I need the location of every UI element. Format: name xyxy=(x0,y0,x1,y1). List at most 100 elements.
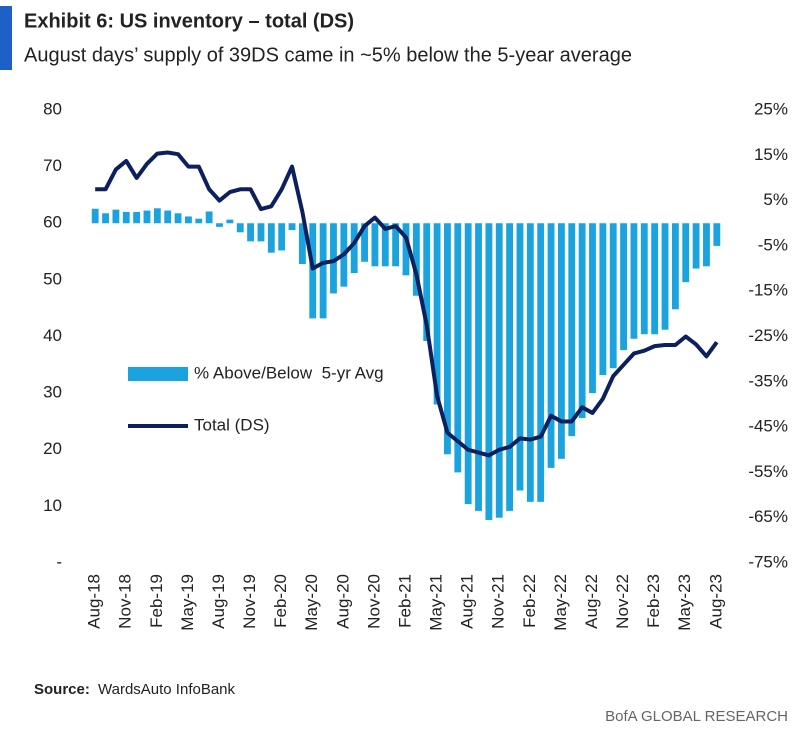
y2-tick-label: -75% xyxy=(748,552,788,571)
y2-tick-label: 15% xyxy=(754,145,788,164)
bar xyxy=(164,210,172,224)
legend-swatch xyxy=(128,367,188,381)
bar xyxy=(361,223,368,262)
x-tick-label: Nov-22 xyxy=(613,574,632,629)
bar xyxy=(547,223,555,468)
bar xyxy=(495,223,503,518)
bar xyxy=(651,223,659,335)
bar xyxy=(578,223,586,419)
bar xyxy=(350,223,358,274)
bar xyxy=(267,223,275,253)
bar xyxy=(257,223,265,242)
y2-tick-label: -65% xyxy=(748,507,788,526)
bar xyxy=(174,213,182,224)
bar xyxy=(236,223,244,233)
bar xyxy=(102,213,109,224)
x-tick-label: Aug-19 xyxy=(209,574,228,629)
bar xyxy=(703,223,710,267)
y-tick-label: 10 xyxy=(43,496,62,515)
bar xyxy=(133,211,141,224)
y-tick-label: 60 xyxy=(43,213,62,232)
x-tick-label: May-22 xyxy=(551,574,570,631)
credit: BofA GLOBAL RESEARCH xyxy=(605,708,788,725)
bar xyxy=(247,223,255,242)
x-tick-label: Feb-23 xyxy=(644,574,663,628)
bar xyxy=(433,223,441,405)
bar xyxy=(454,223,462,473)
bar xyxy=(526,223,534,502)
y-tick-label: 30 xyxy=(43,383,62,402)
line xyxy=(95,150,719,458)
bar xyxy=(143,210,151,224)
y-tick-label: 40 xyxy=(43,326,62,345)
bar xyxy=(226,219,234,224)
bar xyxy=(423,223,431,342)
bar xyxy=(692,223,700,269)
bar xyxy=(216,223,223,227)
y2-tick-label: 5% xyxy=(763,190,788,209)
x-tick-label: Aug-20 xyxy=(333,574,352,629)
x-tick-label: Nov-18 xyxy=(116,574,135,629)
x-tick-label: Nov-20 xyxy=(364,574,383,629)
bar xyxy=(371,223,379,267)
bar xyxy=(464,223,472,505)
bar xyxy=(671,223,679,310)
x-tick-label: May-23 xyxy=(675,574,694,631)
x-tick-label: Feb-20 xyxy=(271,574,290,628)
bar xyxy=(682,223,690,283)
bar xyxy=(278,223,286,251)
x-tick-label: Feb-19 xyxy=(147,574,166,628)
bar xyxy=(516,223,524,491)
bar xyxy=(620,223,627,351)
x-tick-label: May-20 xyxy=(302,574,321,631)
x-tick-label: Feb-21 xyxy=(395,574,414,628)
legend-label: % Above/Below 5-yr Avg xyxy=(194,363,384,382)
bar xyxy=(122,211,130,224)
bar xyxy=(288,223,296,231)
bar xyxy=(392,223,400,267)
x-tick-label: Aug-18 xyxy=(85,574,104,629)
bar xyxy=(412,223,420,296)
bar xyxy=(205,211,213,224)
bar xyxy=(537,223,545,502)
bar xyxy=(599,223,607,376)
bar xyxy=(444,223,451,455)
bar xyxy=(112,209,120,224)
bar xyxy=(298,223,306,265)
bar xyxy=(402,223,410,276)
x-tick-label: Aug-23 xyxy=(706,574,725,629)
y2-tick-label: -45% xyxy=(748,417,788,436)
x-tick-label: Nov-21 xyxy=(489,574,508,629)
bar xyxy=(661,223,669,330)
y2-tick-label: -25% xyxy=(748,326,788,345)
bar xyxy=(309,223,317,319)
y-tick-label: 70 xyxy=(43,156,62,175)
chart-subtitle: August days’ supply of 39DS came in ~5% … xyxy=(24,44,632,66)
y2-tick-label: -5% xyxy=(758,235,788,254)
bar xyxy=(713,223,721,246)
x-tick-label: Aug-22 xyxy=(582,574,601,629)
x-tick-label: Aug-21 xyxy=(458,574,477,629)
bar xyxy=(630,223,638,339)
bar xyxy=(185,216,192,224)
x-tick-label: May-21 xyxy=(427,574,446,631)
bar xyxy=(485,223,493,520)
y2-tick-label: -55% xyxy=(748,462,788,481)
chart-title: Exhibit 6: US inventory – total (DS) xyxy=(24,10,354,32)
bar xyxy=(640,223,648,335)
y-tick-label: 80 xyxy=(43,99,62,118)
x-tick-label: May-19 xyxy=(178,574,197,631)
bar xyxy=(330,223,337,294)
title-accent xyxy=(0,6,12,70)
y2-tick-label: 25% xyxy=(754,99,788,118)
legend-label: Total (DS) xyxy=(194,415,270,434)
y2-tick-label: -15% xyxy=(748,281,788,300)
bar xyxy=(609,223,617,369)
bar xyxy=(319,223,327,319)
bar xyxy=(589,223,596,394)
bar xyxy=(568,223,576,437)
y2-tick-label: -35% xyxy=(748,371,788,390)
x-tick-label: Feb-22 xyxy=(520,574,539,628)
